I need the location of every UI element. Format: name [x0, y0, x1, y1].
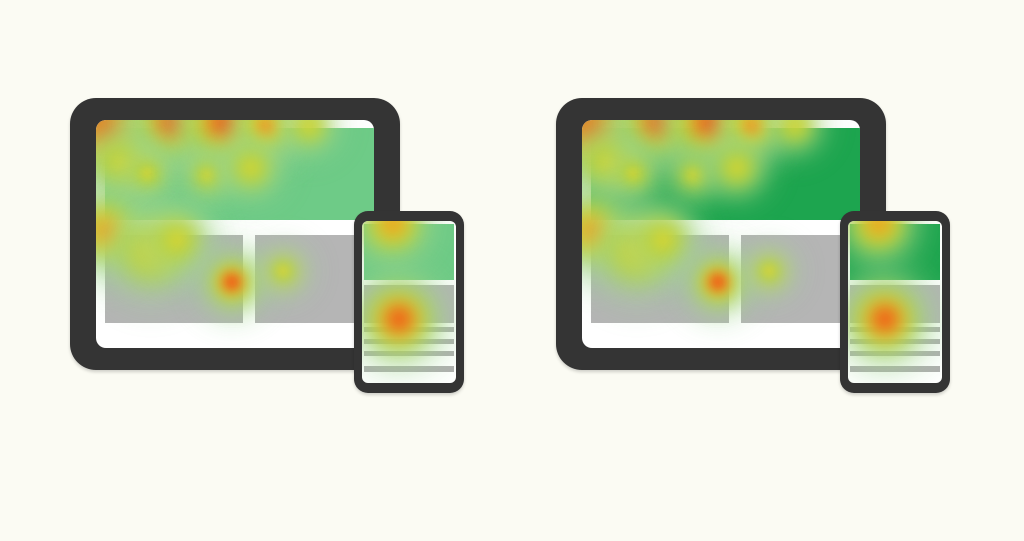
region-text-line-1 [364, 327, 454, 332]
tablet-frame-variant-right [556, 98, 886, 370]
region-text-line-3 [364, 351, 454, 356]
region-content-block-left [591, 235, 729, 323]
region-hero-banner [105, 128, 374, 220]
region-text-line-4 [364, 366, 454, 372]
region-content-block [364, 285, 454, 323]
tablet-frame-variant-left [70, 98, 400, 370]
phone-screen-variant-right [848, 221, 942, 383]
region-hero-banner [850, 224, 940, 280]
phone-frame-variant-left [354, 211, 464, 393]
tablet-screen-variant-right [582, 120, 860, 348]
region-text-line-2 [850, 339, 940, 344]
region-text-line-1 [850, 327, 940, 332]
region-text-line-4 [850, 366, 940, 372]
region-hero-banner [364, 224, 454, 280]
region-hero-banner [591, 128, 860, 220]
tablet-screen-variant-left [96, 120, 374, 348]
phone-screen-variant-left [362, 221, 456, 383]
phone-frame-variant-right [840, 211, 950, 393]
region-content-block [850, 285, 940, 323]
region-content-block-left [105, 235, 243, 323]
region-text-line-2 [364, 339, 454, 344]
region-text-line-3 [850, 351, 940, 356]
